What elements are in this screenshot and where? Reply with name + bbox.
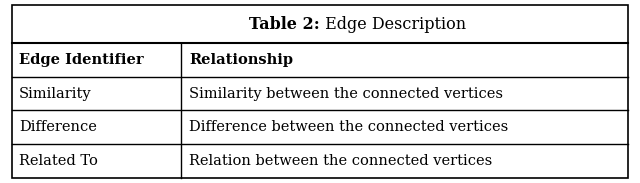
Text: Difference: Difference: [19, 120, 97, 134]
Text: Edge Identifier: Edge Identifier: [19, 53, 144, 67]
Text: Similarity between the connected vertices: Similarity between the connected vertice…: [189, 87, 503, 101]
Text: Edge Description: Edge Description: [320, 16, 466, 33]
Text: Relationship: Relationship: [189, 53, 293, 67]
Text: Difference between the connected vertices: Difference between the connected vertice…: [189, 120, 508, 134]
Text: Table 2:: Table 2:: [249, 16, 320, 33]
Text: Relation between the connected vertices: Relation between the connected vertices: [189, 154, 492, 168]
Text: Related To: Related To: [19, 154, 98, 168]
Text: Similarity: Similarity: [19, 87, 92, 101]
